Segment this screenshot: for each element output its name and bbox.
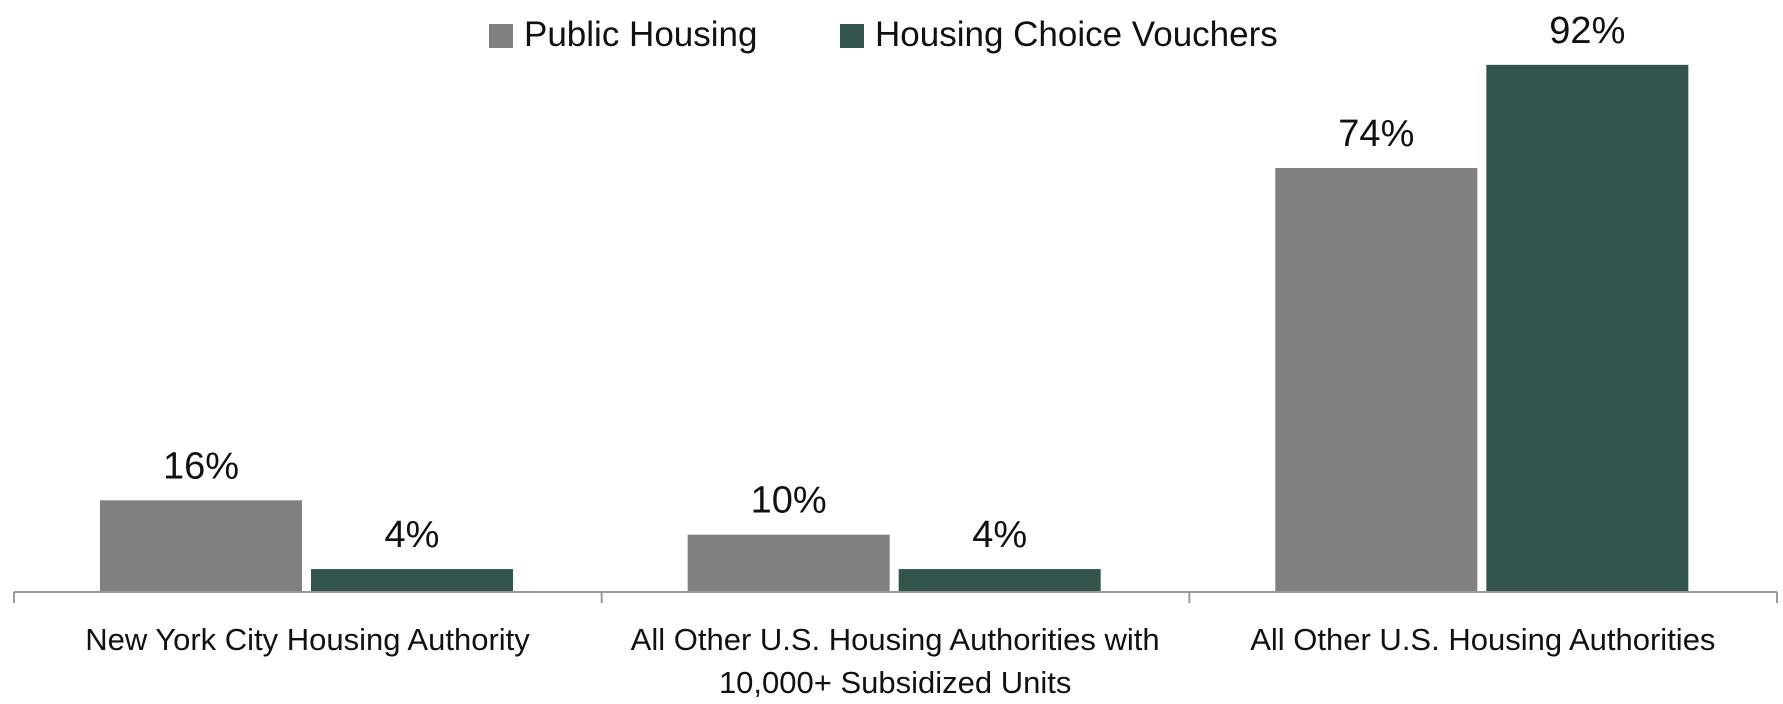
bar: [898, 569, 1101, 592]
x-tick-label: New York City Housing Authority: [85, 622, 530, 657]
bar: [100, 500, 302, 592]
value-label: 10%: [751, 480, 827, 522]
bar: [1486, 64, 1689, 593]
value-label: 4%: [972, 514, 1027, 556]
x-tick-label: All Other U.S. Housing Authorities: [1250, 622, 1716, 657]
legend-label: Public Housing: [524, 15, 757, 54]
value-label: 16%: [163, 445, 239, 487]
legend-label: Housing Choice Vouchers: [875, 15, 1278, 54]
bar: [687, 534, 890, 592]
legend-swatch: [840, 24, 864, 48]
value-label: 92%: [1549, 10, 1625, 52]
value-label: 4%: [385, 514, 440, 556]
bar: [311, 569, 513, 592]
value-label: 74%: [1338, 113, 1414, 155]
bar: [1275, 167, 1478, 593]
x-tick-label: All Other U.S. Housing Authorities with …: [630, 622, 1160, 700]
legend-swatch: [489, 24, 513, 48]
